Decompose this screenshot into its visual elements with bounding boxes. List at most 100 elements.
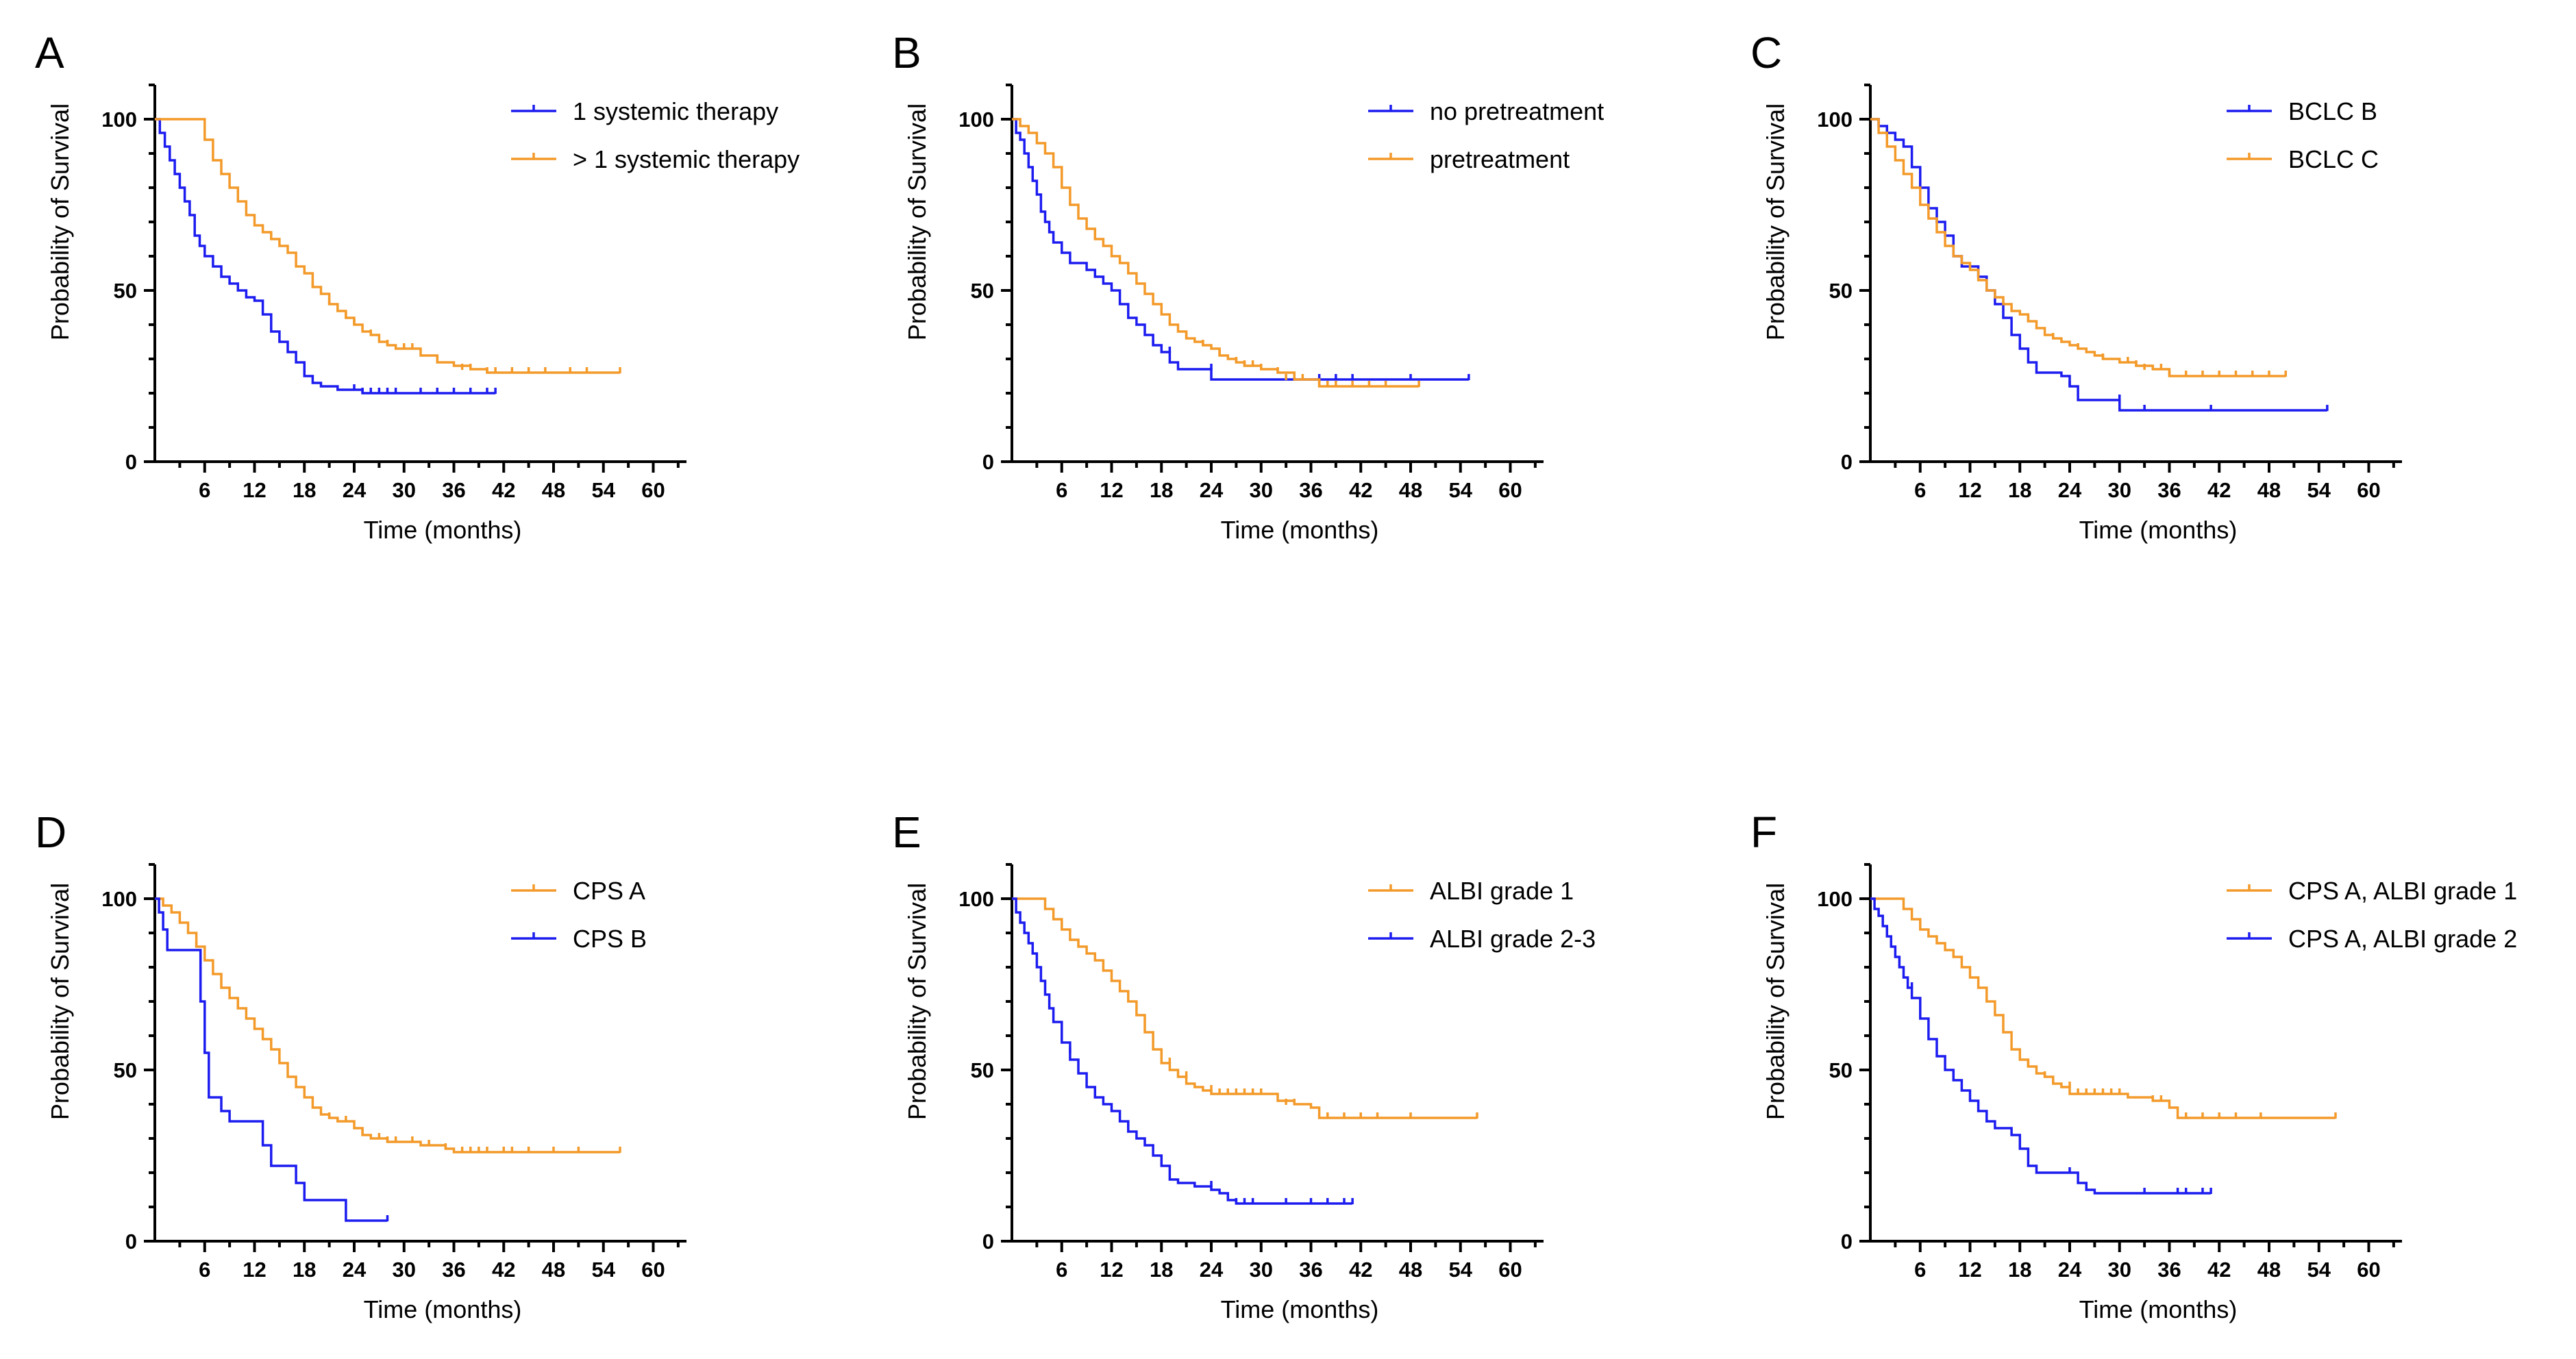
panel-d: D 0 50 100 6 12 18 24 30 36 42 48 54 60 Time (months) P… <box>35 808 686 1323</box>
x-tick-label: 54 <box>592 478 616 502</box>
legend-label: CPS A <box>573 877 645 905</box>
legend-label: CPS A, ALBI grade 2 <box>2288 925 2517 953</box>
y-tick-label: 0 <box>125 1230 137 1254</box>
legend-label: BCLC C <box>2288 145 2379 173</box>
survival-curve-blue <box>155 897 388 1222</box>
legend-label: CPS A, ALBI grade 1 <box>2288 877 2517 905</box>
x-tick-label: 18 <box>293 478 316 502</box>
x-tick-label: 6 <box>199 478 210 502</box>
x-tick-label: 42 <box>2207 478 2231 502</box>
x-tick-label: 60 <box>2357 478 2380 502</box>
panel-letter: E <box>892 808 921 857</box>
y-tick-label: 100 <box>1817 887 1853 911</box>
legend-label: BCLC B <box>2288 97 2377 125</box>
x-tick-label: 18 <box>2008 478 2031 502</box>
panel-a: A 0 50 100 6 12 18 24 30 36 42 48 54 60 Time (months) P… <box>35 28 800 544</box>
y-tick-label: 100 <box>1817 108 1853 132</box>
x-tick-label: 12 <box>1958 1258 1981 1282</box>
y-tick-label: 100 <box>958 108 994 132</box>
panel-f: F 0 50 100 6 12 18 24 30 36 42 48 54 60 Time (months) P… <box>1750 808 2517 1323</box>
x-tick-label: 42 <box>2207 1258 2231 1282</box>
x-tick-label: 30 <box>393 478 416 502</box>
y-tick-label: 50 <box>114 279 137 303</box>
x-tick-label: 6 <box>1914 478 1926 502</box>
x-tick-label: 18 <box>1150 478 1173 502</box>
x-tick-label: 36 <box>442 1258 465 1282</box>
x-tick-label: 60 <box>641 478 665 502</box>
survival-curve-blue <box>1870 118 2327 412</box>
x-axis-title: Time (months) <box>2079 516 2238 544</box>
x-tick-label: 48 <box>2257 1258 2281 1282</box>
y-tick-label: 100 <box>101 108 137 132</box>
y-axis-title: Probability of Survival <box>1761 883 1789 1120</box>
x-axis-title: Time (months) <box>1221 1295 1379 1323</box>
x-tick-label: 18 <box>1150 1258 1173 1282</box>
x-tick-label: 54 <box>1449 478 1473 502</box>
y-axis-title: Probability of Survival <box>46 103 74 340</box>
survival-curve-orange <box>1870 897 2336 1119</box>
survival-curve-orange <box>1012 118 1420 388</box>
x-tick-label: 24 <box>1200 1258 1224 1282</box>
x-tick-label: 12 <box>1100 478 1123 502</box>
y-axis-title: Probability of Survival <box>46 883 74 1120</box>
panel-c: C 0 50 100 6 12 18 24 30 36 42 48 54 60 Time (months) P… <box>1750 28 2402 544</box>
x-tick-label: 24 <box>1200 478 1224 502</box>
x-axis-title: Time (months) <box>2079 1295 2238 1323</box>
x-tick-label: 60 <box>1498 1258 1522 1282</box>
survival-curve-orange <box>1012 897 1477 1119</box>
y-tick-label: 50 <box>1829 1058 1853 1082</box>
x-tick-label: 48 <box>542 478 565 502</box>
x-tick-label: 36 <box>442 478 465 502</box>
survival-curve-blue <box>1870 897 2212 1195</box>
survival-curve-blue <box>155 118 496 395</box>
x-tick-label: 6 <box>199 1258 210 1282</box>
x-tick-label: 18 <box>2008 1258 2031 1282</box>
y-tick-label: 0 <box>982 450 994 474</box>
y-tick-label: 0 <box>1841 450 1853 474</box>
x-tick-label: 60 <box>1498 478 1522 502</box>
x-tick-label: 24 <box>2058 478 2082 502</box>
x-tick-label: 6 <box>1914 1258 1926 1282</box>
legend-label: CPS B <box>573 925 647 953</box>
x-tick-label: 30 <box>393 1258 416 1282</box>
x-tick-label: 36 <box>1299 478 1322 502</box>
x-tick-label: 24 <box>343 478 367 502</box>
x-tick-label: 30 <box>1250 478 1273 502</box>
y-tick-label: 0 <box>125 450 137 474</box>
x-tick-label: 6 <box>1056 478 1067 502</box>
x-tick-label: 12 <box>243 478 266 502</box>
y-tick-label: 50 <box>971 1058 994 1082</box>
panel-letter: D <box>35 808 66 857</box>
panel-letter: C <box>1750 28 1782 77</box>
y-tick-label: 0 <box>1841 1230 1853 1254</box>
x-tick-label: 48 <box>1399 478 1422 502</box>
survival-curve-orange <box>155 118 620 374</box>
x-tick-label: 30 <box>2108 1258 2131 1282</box>
y-axis-title: Probability of Survival <box>903 103 931 340</box>
y-tick-label: 0 <box>982 1230 994 1254</box>
panel-letter: A <box>35 28 64 77</box>
x-axis-title: Time (months) <box>364 516 522 544</box>
legend-label: no pretreatment <box>1430 97 1604 125</box>
y-tick-label: 50 <box>1829 279 1853 303</box>
legend-label: ALBI grade 1 <box>1430 877 1574 905</box>
x-axis-title: Time (months) <box>1221 516 1379 544</box>
x-tick-label: 12 <box>1100 1258 1123 1282</box>
y-tick-label: 50 <box>114 1058 137 1082</box>
x-tick-label: 12 <box>243 1258 266 1282</box>
y-tick-label: 100 <box>958 887 994 911</box>
x-tick-label: 42 <box>492 478 515 502</box>
y-axis-title: Probability of Survival <box>1761 103 1789 340</box>
x-tick-label: 54 <box>592 1258 616 1282</box>
x-tick-label: 48 <box>542 1258 565 1282</box>
panel-letter: B <box>892 28 921 77</box>
x-tick-label: 24 <box>343 1258 367 1282</box>
survival-curve-blue <box>1012 897 1353 1205</box>
x-tick-label: 42 <box>1349 1258 1372 1282</box>
x-tick-label: 30 <box>2108 478 2131 502</box>
x-tick-label: 42 <box>1349 478 1372 502</box>
legend-label: > 1 systemic therapy <box>573 145 800 173</box>
x-tick-label: 12 <box>1958 478 1981 502</box>
x-tick-label: 18 <box>293 1258 316 1282</box>
